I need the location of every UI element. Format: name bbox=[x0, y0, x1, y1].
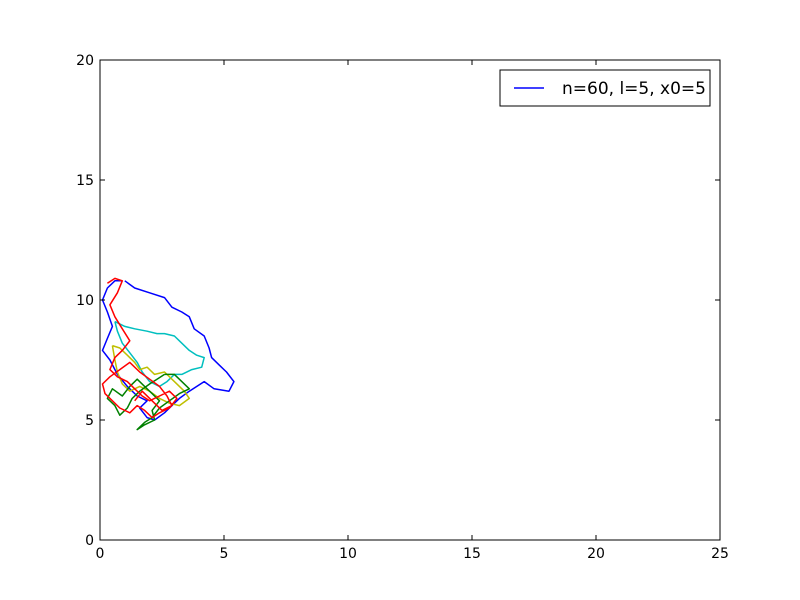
y-tick-label-0: 0 bbox=[85, 533, 94, 549]
series-layer bbox=[101, 277, 235, 431]
y-tick-label-20: 20 bbox=[76, 53, 94, 69]
x-tick-label-0: 0 bbox=[96, 546, 105, 562]
x-tick-label-25: 25 bbox=[711, 546, 729, 562]
series-line-4 bbox=[101, 277, 178, 419]
y-tick-label-15: 15 bbox=[76, 173, 94, 189]
series-line-3 bbox=[106, 373, 191, 431]
series-line-1 bbox=[114, 320, 205, 388]
legend: n=60, l=5, x0=5 bbox=[499, 69, 711, 107]
ticks-layer: 0 5 10 15 20 25 0 5 10 15 20 bbox=[76, 53, 729, 562]
x-tick-label-15: 15 bbox=[463, 546, 481, 562]
y-tick-label-10: 10 bbox=[76, 293, 94, 309]
legend-label: n=60, l=5, x0=5 bbox=[562, 79, 706, 99]
y-tick-label-5: 5 bbox=[85, 413, 94, 429]
x-tick-label-10: 10 bbox=[339, 546, 357, 562]
x-tick-label-20: 20 bbox=[587, 546, 605, 562]
x-tick-label-5: 5 bbox=[220, 546, 229, 562]
series-line-2 bbox=[111, 344, 191, 407]
series-line-0 bbox=[101, 280, 235, 421]
